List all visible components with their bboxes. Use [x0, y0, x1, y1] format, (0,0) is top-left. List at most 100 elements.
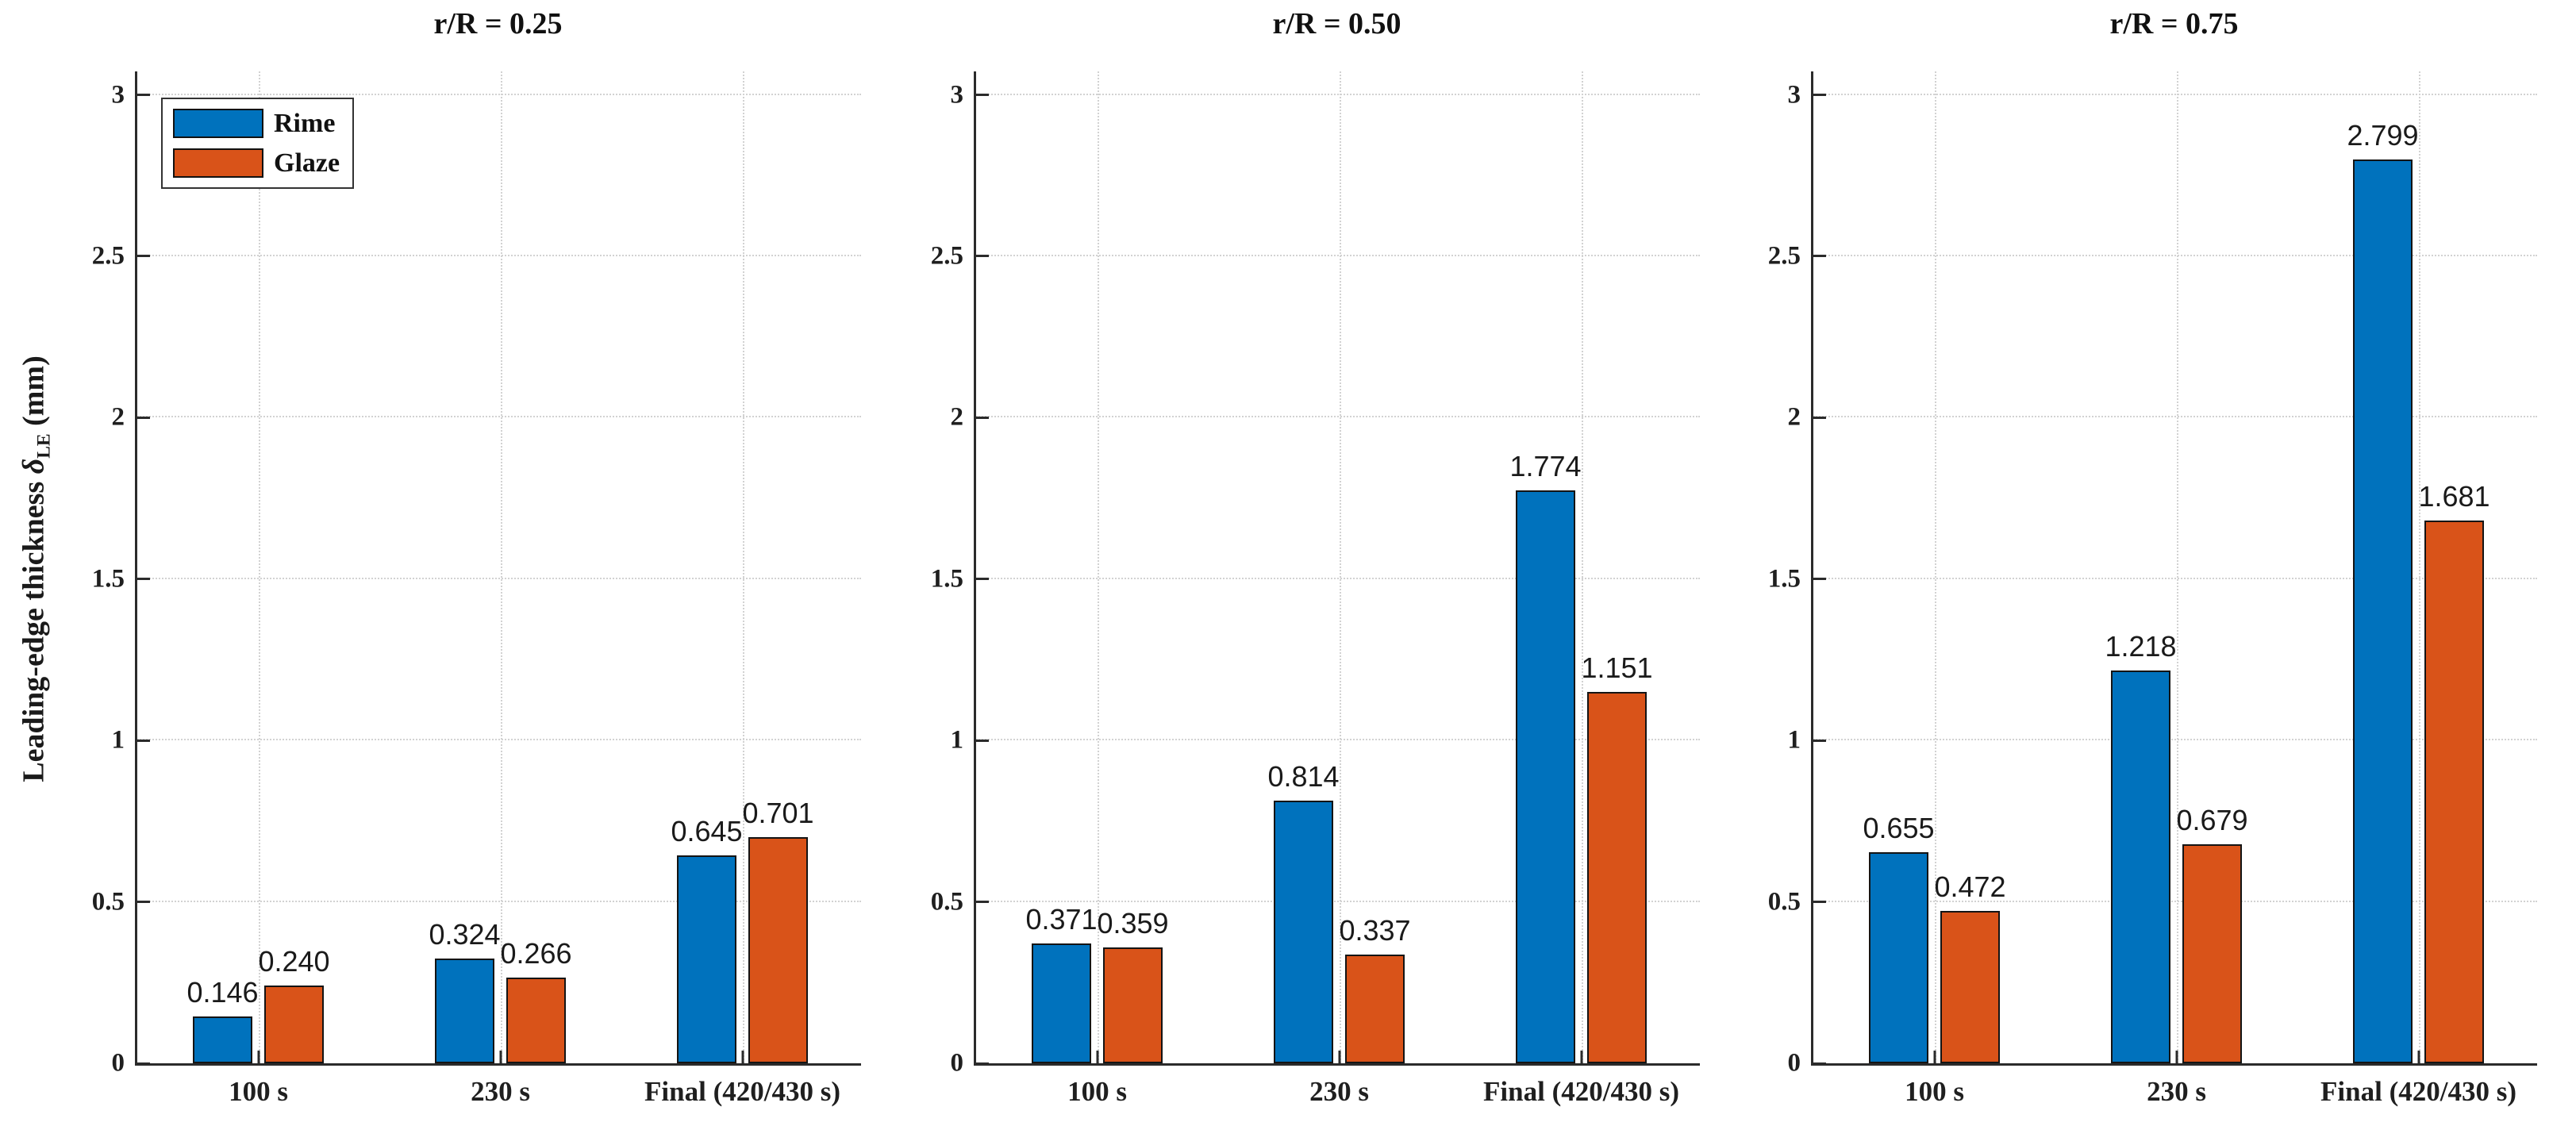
- bar-value-label: 2.799: [2347, 119, 2419, 152]
- x-gridline: [2176, 71, 2178, 1063]
- x-tick-label: Final (420/430 s): [2320, 1076, 2516, 1107]
- y-tick-mark: [137, 255, 150, 258]
- legend-label: Glaze: [274, 148, 340, 178]
- y-tick-label: 2: [111, 402, 125, 432]
- y-tick-mark: [1813, 739, 1826, 742]
- bar-glaze: [264, 986, 324, 1063]
- y-axis-label-text: Leading-edge thickness: [17, 473, 51, 782]
- y-axis-label: Leading-edge thickness δLE (mm): [17, 355, 56, 782]
- y-tick-mark: [976, 1062, 989, 1065]
- bar-rime: [193, 1016, 252, 1063]
- x-gridline: [1581, 71, 1583, 1063]
- subplot-plot-area: 0.146 0.324 0.645 0.240 0.266 0.701 0 0.5 1 1.5 2 2…: [92, 71, 861, 1105]
- x-tick-mark: [741, 1051, 744, 1063]
- y-tick-mark: [1813, 255, 1826, 258]
- y-gridline: [137, 900, 861, 902]
- y-gridline: [1813, 416, 2537, 418]
- y-tick-label: 2: [950, 402, 964, 432]
- x-tick-label: 100 s: [1067, 1076, 1127, 1107]
- bar-value-label: 0.655: [1863, 811, 1935, 844]
- legend-swatch-rime: [173, 109, 263, 138]
- y-tick-label: 0.5: [930, 887, 963, 916]
- y-gridline: [1813, 900, 2537, 902]
- bar-rime: [1274, 800, 1333, 1063]
- bar-glaze: [2182, 843, 2242, 1063]
- y-tick-mark: [1813, 1062, 1826, 1065]
- y-tick-mark: [976, 94, 989, 97]
- y-gridline: [976, 577, 1700, 579]
- x-tick-label: 230 s: [1309, 1076, 1369, 1107]
- delta-symbol: δ: [17, 458, 51, 474]
- y-tick-mark: [976, 255, 989, 258]
- y-tick-mark: [1813, 416, 1826, 419]
- bar-value-label: 0.472: [1934, 870, 2006, 903]
- x-gridline: [500, 71, 502, 1063]
- y-tick-mark: [976, 578, 989, 581]
- subplot-title: r/R = 0.75: [2109, 7, 2239, 40]
- y-tick-label: 3: [111, 80, 125, 110]
- bar-value-label: 0.266: [500, 936, 572, 970]
- bar-rime: [2111, 670, 2170, 1063]
- bar-value-label: 0.359: [1097, 906, 1169, 939]
- subplot-plot-area: 0.655 1.218 2.799 0.472 0.679 1.681 0 0.5 1 1.5 2 2…: [1768, 71, 2537, 1105]
- bar-rime: [1516, 490, 1575, 1063]
- bar-glaze: [1587, 691, 1647, 1063]
- y-tick-label: 2.5: [1767, 241, 1801, 271]
- x-tick-mark: [257, 1051, 260, 1063]
- y-gridline: [1813, 739, 2537, 741]
- bar-value-label: 1.774: [1509, 450, 1582, 483]
- x-gridline: [258, 71, 260, 1063]
- x-tick-mark: [2417, 1051, 2420, 1063]
- y-tick-label: 2.5: [930, 241, 963, 271]
- delta-subscript: LE: [33, 432, 55, 459]
- legend-item-glaze: Glaze: [173, 148, 340, 178]
- bar-value-label: 0.814: [1267, 759, 1340, 793]
- y-tick-label: 0.5: [91, 887, 125, 916]
- y-tick-label: 0: [111, 1048, 125, 1078]
- y-tick-label: 0: [950, 1048, 964, 1078]
- legend-label: Rime: [274, 108, 336, 138]
- y-tick-mark: [137, 739, 150, 742]
- x-gridline: [1339, 71, 1341, 1063]
- y-tick-label: 1: [111, 725, 125, 755]
- y-gridline: [137, 254, 861, 256]
- y-gridline: [976, 93, 1700, 95]
- x-gridline: [1934, 71, 1936, 1063]
- bar-value-label: 0.146: [186, 975, 259, 1009]
- y-gridline: [137, 416, 861, 418]
- x-tick-mark: [499, 1051, 502, 1063]
- bar-value-label: 0.337: [1339, 913, 1411, 947]
- y-tick-mark: [976, 901, 989, 904]
- y-tick-label: 1.5: [930, 564, 963, 594]
- y-gridline: [137, 577, 861, 579]
- bar-rime: [435, 959, 494, 1063]
- y-gridline: [137, 93, 861, 95]
- y-gridline: [137, 739, 861, 741]
- bar-glaze: [1940, 910, 2000, 1063]
- bar-rime: [677, 855, 736, 1063]
- bar-value-label: 1.681: [2418, 480, 2490, 513]
- subplot-title: r/R = 0.25: [433, 7, 563, 40]
- y-tick-mark: [137, 94, 150, 97]
- y-axis-label-units: (mm): [17, 355, 51, 433]
- bar-glaze: [1103, 947, 1163, 1063]
- y-tick-label: 2: [1787, 402, 1801, 432]
- y-tick-label: 0.5: [1767, 887, 1801, 916]
- y-tick-mark: [1813, 94, 1826, 97]
- y-tick-label: 0: [1787, 1048, 1801, 1078]
- y-tick-mark: [137, 416, 150, 419]
- bar-rime: [2353, 159, 2413, 1063]
- x-tick-label: 230 s: [471, 1076, 530, 1107]
- legend-swatch-glaze: [173, 148, 263, 178]
- x-tick-label: 100 s: [229, 1076, 288, 1107]
- bar-glaze: [1345, 954, 1405, 1063]
- x-gridline: [1097, 71, 1099, 1063]
- bar-value-label: 1.218: [2105, 629, 2177, 663]
- y-tick-mark: [976, 739, 989, 742]
- bar-rime: [1869, 851, 1928, 1063]
- y-tick-mark: [976, 416, 989, 419]
- bar-glaze: [2424, 521, 2484, 1063]
- x-tick-mark: [1338, 1051, 1340, 1063]
- x-gridline: [2418, 71, 2420, 1063]
- bar-value-label: 0.371: [1025, 903, 1098, 936]
